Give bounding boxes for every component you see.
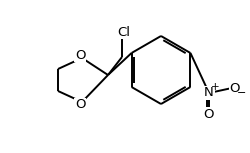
Text: N: N [203,86,213,99]
Text: −: − [236,88,246,98]
Text: O: O [229,82,239,95]
Text: O: O [74,49,85,62]
Text: O: O [203,108,213,121]
Text: O: O [74,99,85,112]
Text: Cl: Cl [117,26,130,39]
Text: +: + [210,82,218,92]
